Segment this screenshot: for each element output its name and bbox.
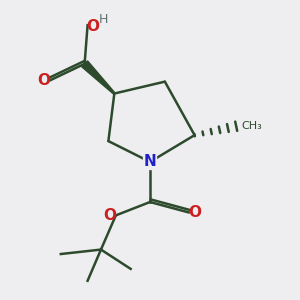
Polygon shape: [82, 61, 115, 94]
Text: O: O: [189, 205, 202, 220]
Text: O: O: [103, 208, 116, 223]
Text: N: N: [144, 154, 156, 169]
Text: O: O: [38, 73, 50, 88]
Text: CH₃: CH₃: [242, 121, 262, 131]
Text: H: H: [98, 13, 108, 26]
Text: O: O: [86, 19, 99, 34]
